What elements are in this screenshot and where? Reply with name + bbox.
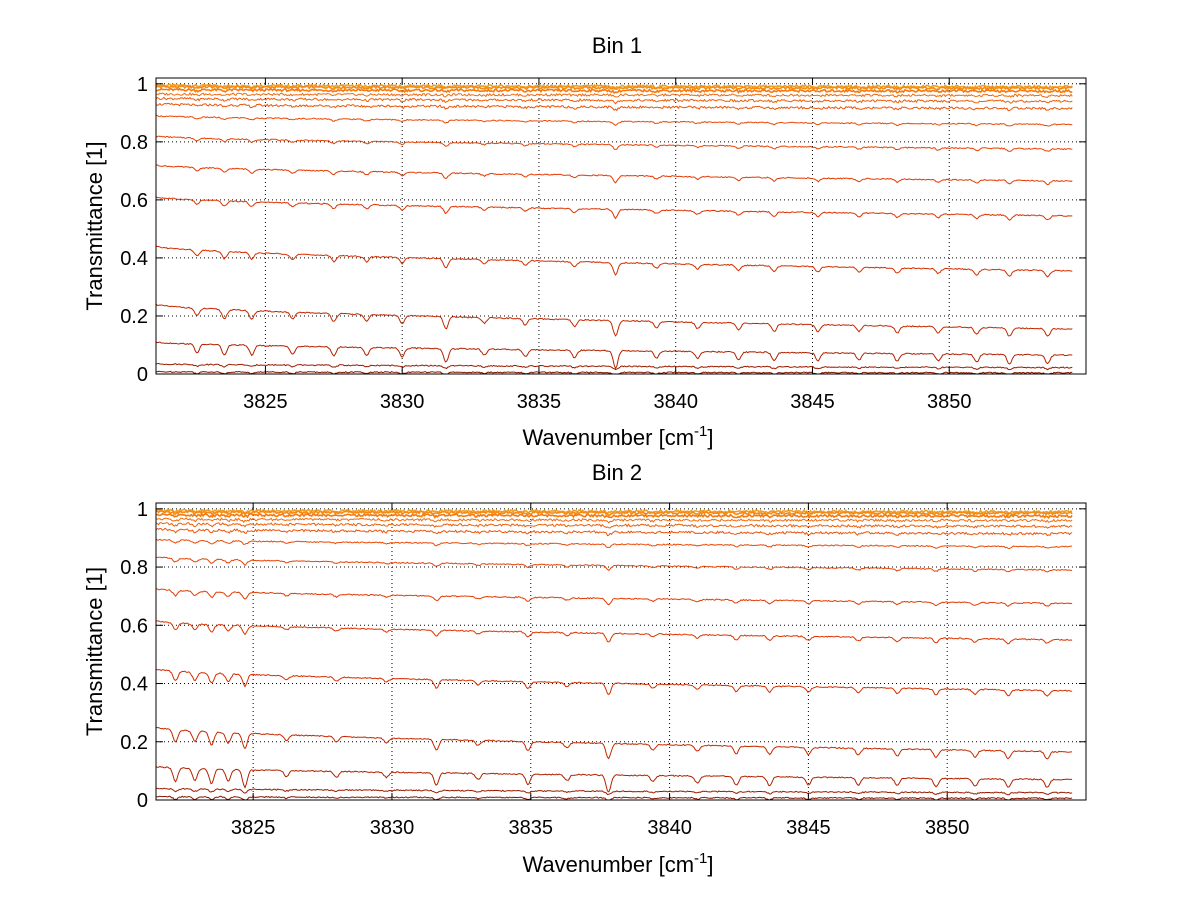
- series-line-11: [155, 245, 1073, 278]
- x-tick-label: 3835: [509, 817, 554, 839]
- chart-title: Bin 2: [592, 460, 642, 485]
- x-axis-label: Wavenumber [cm-1]: [522, 850, 713, 877]
- series-line-2: [155, 84, 1073, 92]
- series-line-15: [155, 795, 1073, 801]
- chart-2: 3825 3830 3835 3840 3845 3850 0 0.2 0.4 0.6 0.8 1 Bi…: [82, 460, 1087, 877]
- axes-box: [155, 77, 1087, 375]
- x-tick-label: 3845: [786, 817, 831, 839]
- y-tick-label: 1: [137, 499, 148, 521]
- series-line-3: [156, 512, 1073, 519]
- x-tick-label: 3835: [517, 391, 562, 413]
- series-line-14: [155, 787, 1073, 796]
- series-line-13: [155, 765, 1073, 793]
- y-tick-label: 1: [137, 74, 148, 96]
- y-tick-label: 0.6: [120, 615, 148, 637]
- series-line-10: [155, 196, 1073, 221]
- series-line-12: [155, 726, 1073, 760]
- y-tick-label: 0: [137, 790, 148, 812]
- x-tick-label: 3825: [231, 817, 276, 839]
- y-axis-label: Transmittance [1]: [82, 141, 107, 310]
- y-tick-label: 0.4: [120, 674, 148, 696]
- series-line-9: [155, 164, 1073, 186]
- series-line-5: [155, 96, 1073, 105]
- y-axis-label: Transmittance [1]: [82, 567, 107, 736]
- series-line-8: [155, 556, 1073, 573]
- y-tick-label: 0: [137, 364, 148, 386]
- series-line-4: [155, 92, 1073, 98]
- series-line-6: [155, 527, 1073, 537]
- y-tick-label: 0.8: [120, 132, 148, 154]
- series-line-8: [155, 135, 1073, 152]
- chart-title: Bin 1: [592, 33, 642, 58]
- x-tick-label: 3830: [370, 817, 415, 839]
- series-line-7: [155, 538, 1073, 550]
- y-tick-label: 0.2: [120, 732, 148, 754]
- axes-box: [155, 502, 1087, 801]
- series-line-3: [155, 87, 1073, 95]
- series-line-13: [155, 341, 1073, 370]
- x-tick-label: 3830: [380, 391, 425, 413]
- series-line-2: [155, 509, 1073, 517]
- series-line-6: [155, 102, 1073, 112]
- x-tick-label: 3850: [925, 817, 970, 839]
- series-line-5: [155, 522, 1073, 530]
- x-tick-label: 3845: [790, 391, 835, 413]
- y-tick-label: 0.6: [120, 190, 148, 212]
- y-tick-label: 0.2: [120, 306, 148, 328]
- x-tick-label: 3825: [243, 391, 288, 413]
- series-line-7: [155, 114, 1073, 127]
- x-tick-label: 3840: [653, 391, 698, 413]
- y-tick-label: 0.4: [120, 248, 148, 270]
- x-tick-label: 3840: [647, 817, 692, 839]
- x-tick-label: 3850: [927, 391, 972, 413]
- series-line-4: [155, 517, 1073, 524]
- x-axis-label: Wavenumber [cm-1]: [522, 423, 713, 450]
- series-line-11: [155, 668, 1073, 697]
- series-line-14: [155, 362, 1073, 371]
- y-tick-label: 0.8: [120, 557, 148, 579]
- series-line-10: [155, 620, 1073, 645]
- chart-1: 3825 3830 3835 3840 3845 3850 0 0.2 0.4 0.6 0.8 1 Bi…: [82, 33, 1087, 450]
- series-line-12: [155, 303, 1073, 337]
- series-line-9: [155, 588, 1073, 608]
